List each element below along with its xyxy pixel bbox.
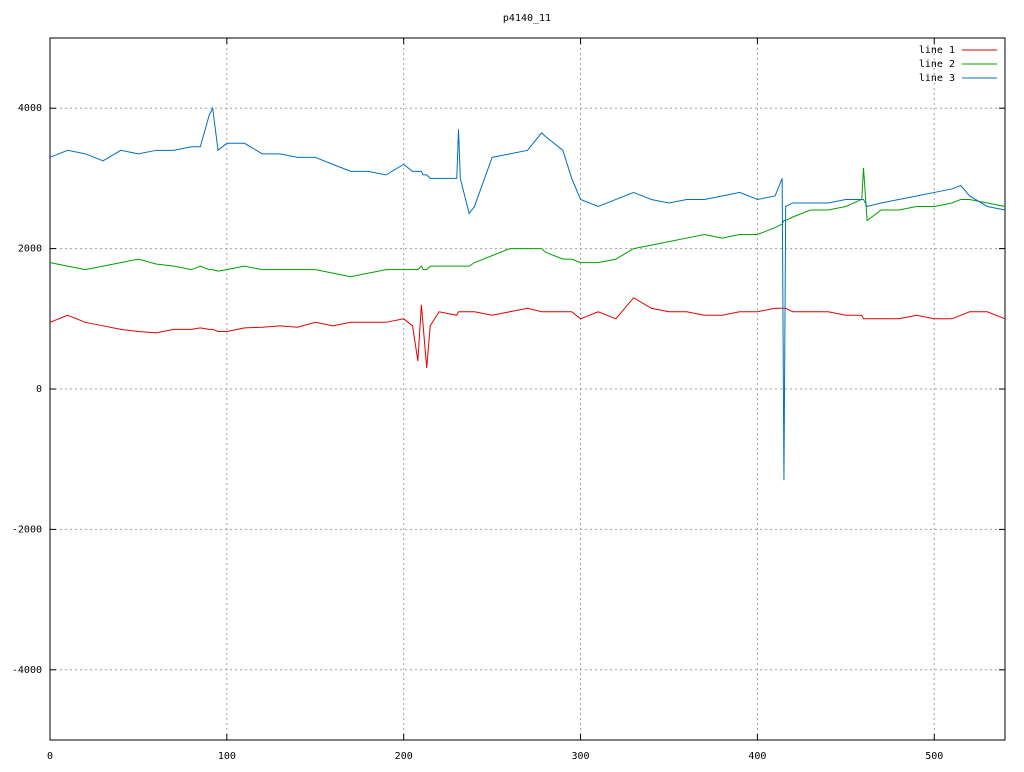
x-tick-label: 300 — [572, 751, 590, 762]
x-tick-label: 100 — [218, 751, 236, 762]
x-tick-label: 0 — [47, 751, 53, 762]
plot-border — [49, 37, 1006, 741]
chart-title: p4140_11 — [503, 13, 551, 24]
y-tick-label: 0 — [36, 384, 42, 395]
x-tick-label: 500 — [925, 751, 943, 762]
data-line — [49, 297, 1006, 368]
y-tick-label: -2000 — [12, 524, 42, 535]
x-tick-label: 400 — [748, 751, 766, 762]
data-line — [49, 167, 1006, 278]
x-tick-label: 200 — [395, 751, 413, 762]
legend-label: line 3 — [919, 73, 955, 84]
legend-label: line 2 — [919, 59, 955, 70]
y-tick-label: 2000 — [18, 244, 42, 255]
data-line — [49, 106, 1006, 481]
y-tick-label: 4000 — [18, 103, 42, 114]
legend-label: line 1 — [919, 45, 955, 56]
y-tick-label: -4000 — [12, 665, 42, 676]
